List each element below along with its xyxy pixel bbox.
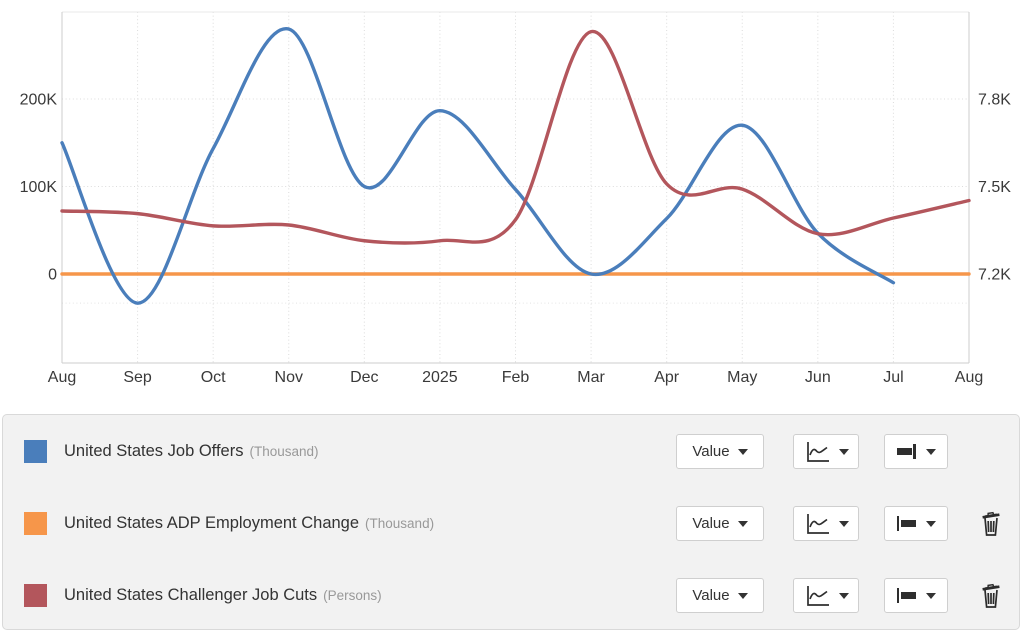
- series-unit: (Persons): [323, 588, 382, 603]
- chart-type-dropdown[interactable]: [793, 578, 859, 613]
- line-chart-icon: [806, 585, 829, 606]
- x-axis-label: Jun: [805, 369, 831, 386]
- trash-icon: [982, 511, 1000, 536]
- series-line-united-states-challenger-job-cuts: [60, 29, 971, 245]
- x-axis-label: Aug: [48, 369, 76, 386]
- chevron-down-icon: [737, 448, 748, 455]
- chevron-down-icon: [925, 520, 936, 527]
- series-unit: (Thousand): [365, 516, 435, 531]
- x-axis-label: Sep: [123, 369, 152, 386]
- series-unit: (Thousand): [249, 444, 319, 459]
- x-axis-label: Mar: [577, 369, 605, 386]
- chevron-down-icon: [737, 520, 748, 527]
- series-label: United States ADP Employment Change: [64, 514, 360, 532]
- left-axis-label: 0: [48, 267, 57, 284]
- x-axis-label: Oct: [201, 369, 226, 386]
- x-axis-label: Feb: [502, 369, 530, 386]
- series-color-swatch: [24, 440, 47, 463]
- legend-panel: United States Job Offers (Thousand) Valu…: [2, 414, 1020, 630]
- line-chart-icon: [806, 441, 829, 462]
- value-dropdown[interactable]: Value: [676, 434, 764, 469]
- value-dropdown[interactable]: Value: [676, 578, 764, 613]
- series-label: United States Job Offers: [64, 442, 244, 460]
- line-style-dropdown[interactable]: [884, 506, 948, 541]
- chart-type-dropdown[interactable]: [793, 434, 859, 469]
- chevron-down-icon: [925, 448, 936, 455]
- x-axis-label: May: [727, 369, 757, 386]
- chevron-down-icon: [838, 520, 849, 527]
- delete-series-button[interactable]: [977, 581, 1005, 610]
- line-style-dropdown[interactable]: [884, 578, 948, 613]
- line-chart-icon: [806, 513, 829, 534]
- align-end-icon: [896, 443, 918, 460]
- series-label: United States Challenger Job Cuts: [64, 586, 318, 604]
- right-axis-label: 7.5K: [978, 179, 1011, 196]
- chart-type-dropdown[interactable]: [793, 506, 859, 541]
- x-axis-label: Apr: [654, 369, 680, 386]
- x-axis-label: 2025: [422, 369, 458, 386]
- chart-canvas: 200K 100K 0 7.8K 7.5K 7.2K Aug Sep Oct Nov Dec 2025…: [20, 11, 1011, 386]
- right-axis-label: 7.2K: [978, 267, 1011, 284]
- series-color-swatch: [24, 512, 47, 535]
- value-dropdown[interactable]: Value: [676, 506, 764, 541]
- chevron-down-icon: [838, 448, 849, 455]
- align-start-icon: [896, 515, 918, 532]
- series-color-swatch: [24, 584, 47, 607]
- line-style-dropdown[interactable]: [884, 434, 948, 469]
- trash-icon: [982, 583, 1000, 608]
- chevron-down-icon: [737, 592, 748, 599]
- chevron-down-icon: [925, 592, 936, 599]
- legend-row-adp-employment: United States ADP Employment Change (Tho…: [3, 506, 1019, 541]
- series-line-united-states-job-offers: [60, 27, 896, 305]
- legend-row-challenger-job-cuts: United States Challenger Job Cuts (Perso…: [3, 578, 1019, 613]
- right-axis-label: 7.8K: [978, 92, 1011, 109]
- chevron-down-icon: [838, 592, 849, 599]
- legend-row-job-offers: United States Job Offers (Thousand) Valu…: [3, 434, 1019, 469]
- left-axis-label: 100K: [20, 179, 58, 196]
- line-chart: 200K 100K 0 7.8K 7.5K 7.2K Aug Sep Oct Nov Dec 2025…: [20, 11, 1011, 386]
- delete-series-button[interactable]: [977, 509, 1005, 538]
- align-start-icon: [896, 587, 918, 604]
- x-axis-label: Nov: [275, 369, 303, 386]
- x-axis-label: Jul: [883, 369, 903, 386]
- x-axis-label: Dec: [350, 369, 378, 386]
- left-axis-label: 200K: [20, 92, 58, 109]
- x-axis-label: Aug: [955, 369, 983, 386]
